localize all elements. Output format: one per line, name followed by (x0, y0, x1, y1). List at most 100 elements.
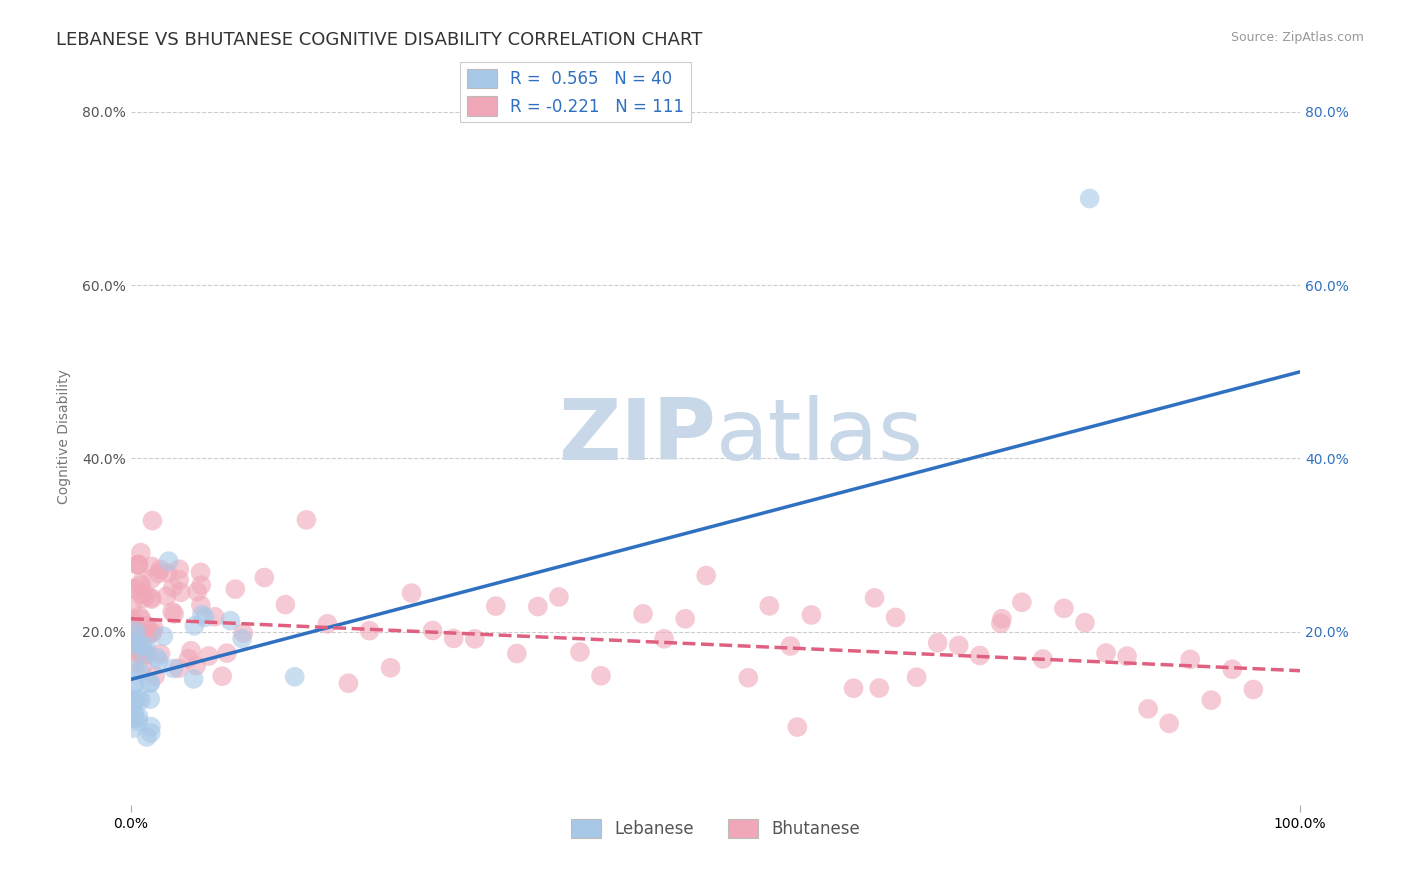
Point (125, 636, 148, 650)
Point (197, 648, 219, 663)
Point (124, 711, 146, 725)
Point (186, 584, 208, 599)
Point (183, 672, 205, 686)
Point (464, 632, 486, 646)
Point (136, 627, 159, 641)
Point (128, 558, 150, 572)
Point (152, 629, 174, 643)
Point (295, 513, 318, 527)
Point (905, 670, 928, 684)
Point (1220, 662, 1243, 676)
Text: Source: ZipAtlas.com: Source: ZipAtlas.com (1230, 31, 1364, 45)
Y-axis label: Cognitive Disability: Cognitive Disability (58, 369, 72, 504)
Point (129, 693, 152, 707)
Point (156, 566, 179, 580)
Point (128, 647, 150, 661)
Point (224, 582, 246, 596)
Point (121, 615, 143, 629)
Point (786, 720, 808, 734)
Point (121, 634, 143, 648)
Point (779, 639, 801, 653)
Point (1137, 702, 1160, 716)
Point (121, 599, 143, 613)
Point (170, 585, 193, 599)
Point (139, 591, 162, 605)
Point (232, 626, 254, 640)
Point (124, 663, 146, 677)
Point (219, 614, 242, 628)
Point (162, 661, 184, 675)
Point (673, 612, 696, 626)
Point (190, 566, 212, 580)
Point (422, 624, 444, 638)
Point (131, 587, 153, 601)
Point (139, 692, 162, 706)
Point (135, 588, 157, 602)
Point (146, 650, 169, 665)
Point (316, 616, 339, 631)
Point (129, 578, 152, 592)
Point (124, 628, 146, 642)
Point (884, 610, 907, 624)
Point (183, 619, 205, 633)
Point (124, 637, 146, 651)
Text: LEBANESE VS BHUTANESE COGNITIVE DISABILITY CORRELATION CHART: LEBANESE VS BHUTANESE COGNITIVE DISABILI… (56, 31, 703, 49)
Point (842, 681, 865, 696)
Point (1074, 615, 1097, 630)
Point (194, 610, 217, 624)
Point (991, 612, 1014, 626)
Point (506, 647, 529, 661)
Point (548, 590, 571, 604)
Point (631, 607, 654, 621)
Point (359, 624, 381, 638)
Point (1116, 649, 1139, 664)
Point (284, 670, 307, 684)
Point (143, 669, 166, 683)
Point (652, 632, 675, 646)
Point (127, 558, 149, 572)
Point (190, 578, 212, 592)
Point (134, 648, 156, 662)
Point (190, 599, 212, 613)
Point (527, 599, 550, 614)
Point (1032, 652, 1054, 666)
Point (863, 591, 886, 605)
Point (163, 607, 186, 621)
Point (568, 645, 591, 659)
Point (125, 643, 148, 657)
Point (380, 661, 402, 675)
Point (443, 632, 465, 646)
Point (139, 720, 162, 734)
Point (167, 661, 190, 675)
Point (160, 605, 183, 619)
Point (589, 669, 612, 683)
Point (337, 676, 360, 690)
Point (1053, 601, 1076, 615)
Point (141, 572, 163, 586)
Point (868, 681, 890, 695)
Point (485, 599, 508, 613)
Point (155, 589, 177, 603)
Point (167, 573, 190, 587)
Point (148, 654, 170, 668)
Point (169, 562, 191, 576)
Point (695, 568, 717, 582)
Point (139, 675, 162, 690)
Point (131, 626, 153, 640)
Point (135, 730, 157, 744)
Point (129, 546, 152, 560)
Text: atlas: atlas (716, 395, 924, 478)
Point (1159, 716, 1181, 731)
Point (142, 625, 165, 640)
Text: ZIP: ZIP (558, 395, 716, 478)
Point (128, 609, 150, 624)
Point (124, 678, 146, 692)
Point (191, 607, 214, 622)
Point (132, 639, 155, 653)
Point (157, 554, 180, 568)
Point (125, 624, 148, 639)
Point (142, 621, 165, 635)
Point (927, 636, 949, 650)
Point (139, 676, 162, 690)
Point (737, 671, 759, 685)
